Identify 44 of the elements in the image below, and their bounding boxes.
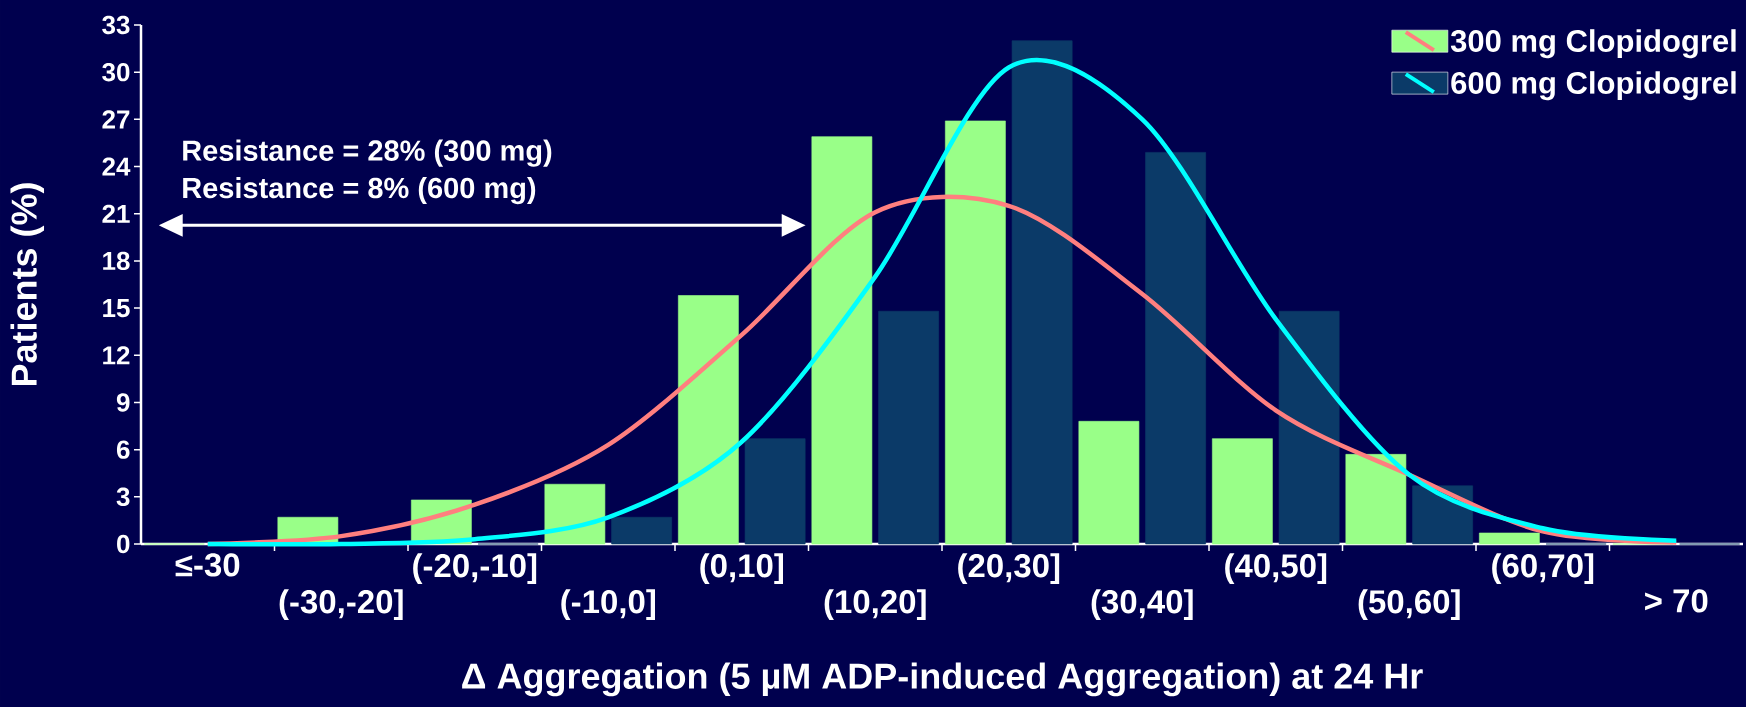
x-tick-label: (-20,-10]: [413, 553, 537, 584]
bar: [1078, 421, 1140, 545]
bar: [544, 483, 606, 545]
x-tick-label: (60,70]: [1492, 553, 1594, 584]
y-tick-label: 21: [102, 204, 130, 223]
bar: [611, 516, 672, 545]
bar: [678, 295, 739, 545]
y-tick-label: 27: [102, 110, 130, 129]
bar: [878, 310, 939, 545]
x-tick-label: > 70: [1645, 589, 1708, 613]
y-tick-label: 24: [102, 157, 131, 176]
bar: [1345, 454, 1407, 545]
bar: [744, 438, 806, 545]
annotation: Resistance = 8% (600 mg): [183, 176, 536, 205]
x-tick-label: (-10,0]: [561, 589, 655, 620]
legend-label: 300 mg Clopidogrel: [1450, 29, 1736, 59]
x-axis-title: Δ Aggregation (5 µM ADP-induced Aggregation) at 24 Hr: [462, 662, 1423, 697]
x-tick-label: ≤-30: [175, 553, 240, 577]
annotation: Resistance = 28% (300 mg): [183, 139, 552, 167]
y-tick-label: 30: [102, 62, 130, 82]
y-tick-label: 15: [103, 299, 130, 318]
x-tick-label: (20,30]: [958, 553, 1060, 584]
y-tick-label: 12: [103, 346, 130, 365]
x-tick-label: (40,50]: [1225, 553, 1327, 584]
x-tick-label: (50,60]: [1358, 589, 1460, 620]
y-axis-title: Patients (%): [10, 183, 45, 386]
bar: [1212, 438, 1273, 545]
y-tick-label: 6: [116, 440, 130, 459]
x-tick-label: (30,40]: [1091, 589, 1193, 620]
y-tick-label: 33: [102, 15, 130, 35]
bar: [1011, 40, 1073, 545]
y-tick-label: 3: [116, 487, 130, 507]
x-tick-label: (10,20]: [824, 589, 926, 620]
y-tick-label: 0: [117, 534, 130, 554]
x-tick-label: (-30,-20]: [279, 589, 403, 620]
bar: [1145, 152, 1206, 545]
x-tick-label: (0,10]: [700, 553, 783, 584]
legend-label: 600 mg Clopidogrel: [1451, 71, 1736, 101]
bar: [811, 136, 873, 545]
y-tick-label: 9: [116, 393, 130, 412]
y-tick-label: 18: [103, 251, 130, 271]
bar: [1479, 532, 1540, 545]
bar: [945, 120, 1006, 545]
bar: [1278, 310, 1340, 545]
